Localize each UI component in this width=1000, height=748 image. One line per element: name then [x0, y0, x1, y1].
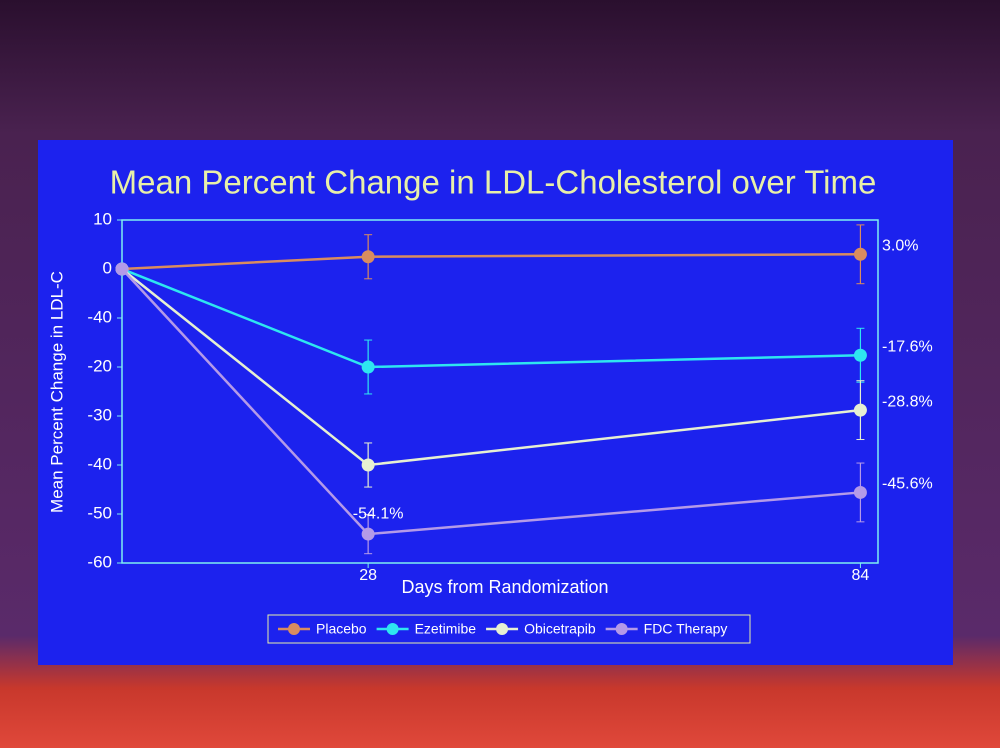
value-label: -45.6% — [882, 476, 933, 493]
legend-marker — [496, 623, 509, 635]
legend-label: Obicetrapib — [524, 621, 596, 637]
legend-marker — [288, 623, 300, 635]
data-point — [853, 247, 867, 261]
y-tick-label: -40 — [87, 307, 112, 326]
x-axis-label: Days from Randomization — [401, 577, 608, 597]
value-label: 3.0% — [882, 238, 918, 255]
data-point — [361, 360, 375, 374]
plot-frame — [121, 219, 879, 564]
data-point — [853, 348, 867, 362]
y-tick-label: 10 — [93, 209, 112, 228]
legend-label: Ezetimibe — [415, 621, 477, 637]
legend-box — [267, 614, 751, 644]
data-point — [361, 250, 375, 264]
y-tick-label: -20 — [87, 356, 112, 375]
data-point — [361, 527, 375, 541]
y-tick-label: -30 — [87, 405, 112, 424]
legend-marker — [386, 623, 399, 635]
legend-label: FDC Therapy — [644, 621, 728, 637]
data-point — [361, 458, 375, 472]
data-point — [853, 485, 867, 499]
value-label: -28.8% — [882, 393, 933, 410]
value-label: -17.6% — [882, 338, 933, 355]
value-label: -54.1% — [353, 505, 404, 522]
y-tick-label: -60 — [87, 552, 112, 571]
data-point — [115, 262, 129, 276]
y-tick-label: 0 — [103, 258, 112, 277]
data-point — [853, 403, 867, 417]
legend-marker — [615, 623, 628, 635]
x-tick-label: 28 — [359, 567, 377, 584]
legend-label: Placebo — [316, 621, 367, 637]
x-tick-label: 84 — [852, 567, 870, 584]
chart-title: Mean Percent Change in LDL-Cholesterol o… — [110, 164, 877, 201]
slide — [38, 140, 953, 665]
y-tick-label: -40 — [87, 454, 112, 473]
y-tick-label: -50 — [87, 503, 112, 522]
y-axis-label: Mean Percent Change in LDL-C — [47, 271, 66, 513]
